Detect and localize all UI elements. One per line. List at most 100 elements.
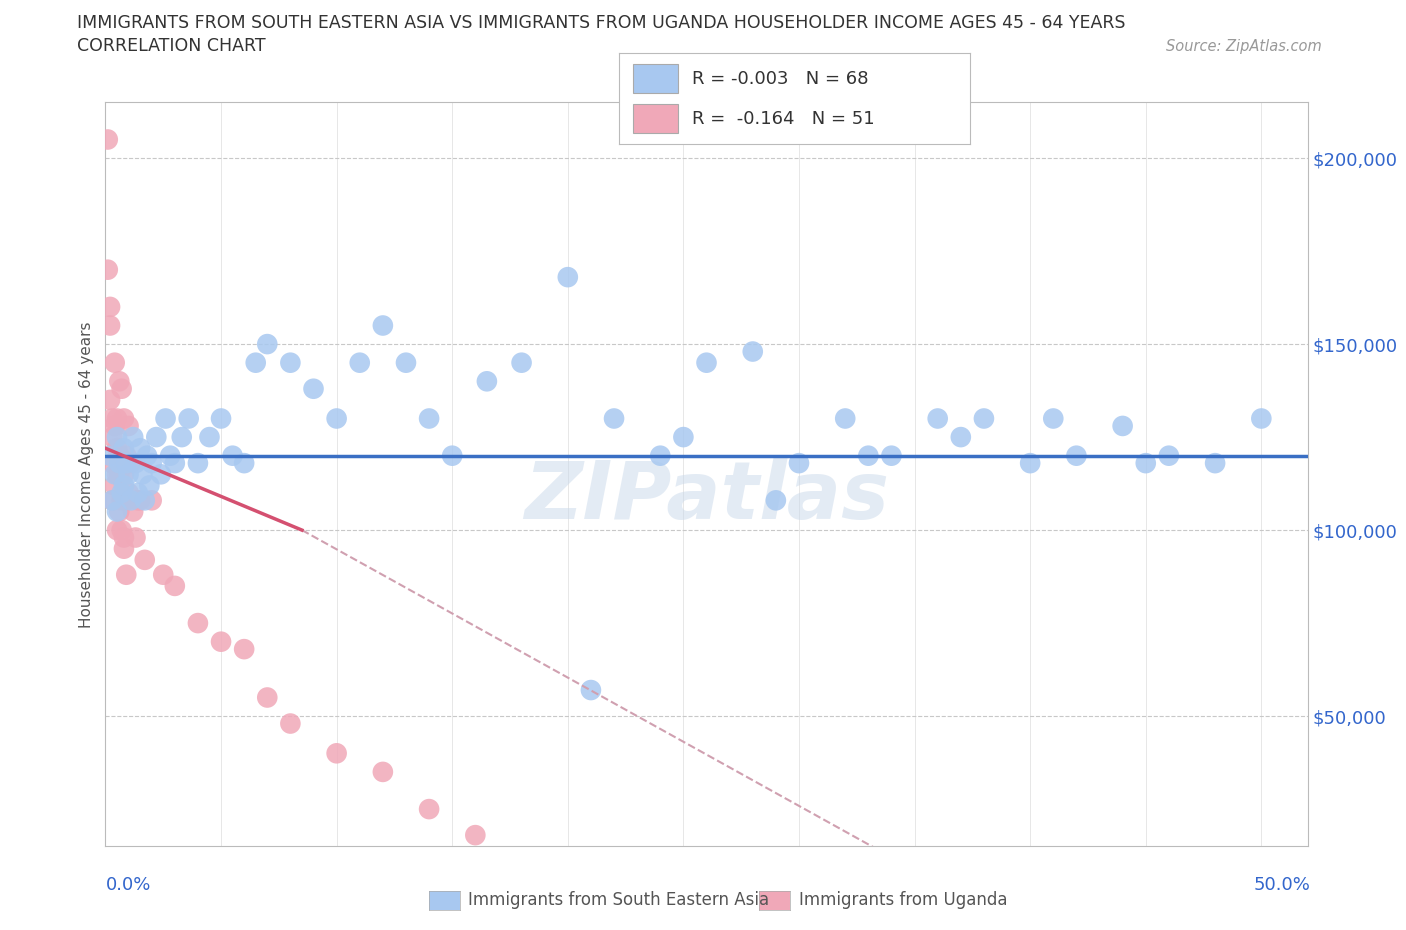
Point [101, 411, 124, 426]
Text: 0.0%: 0.0% [105, 876, 150, 895]
Point [108, 448, 131, 463]
Point [510, 355, 533, 370]
Point [127, 493, 149, 508]
Point [105, 430, 128, 445]
Point [101, 456, 124, 471]
Point [122, 430, 145, 445]
Point [101, 430, 124, 445]
Point [1042, 411, 1064, 426]
FancyBboxPatch shape [633, 104, 678, 133]
Text: Source: ZipAtlas.com: Source: ZipAtlas.com [1166, 39, 1322, 54]
Point [117, 418, 139, 433]
Point [115, 456, 138, 471]
Point [134, 552, 156, 567]
Point [233, 456, 256, 471]
Point [395, 355, 418, 370]
Point [108, 467, 131, 482]
Point [111, 485, 134, 500]
Point [124, 530, 146, 545]
Point [98, 448, 121, 463]
Point [880, 448, 903, 463]
Point [787, 456, 810, 471]
Point [198, 430, 221, 445]
Point [134, 493, 156, 508]
Point [104, 355, 127, 370]
Point [187, 616, 209, 631]
Point [104, 478, 127, 493]
Point [115, 448, 138, 463]
Point [97, 132, 120, 147]
Point [858, 448, 880, 463]
Point [741, 344, 763, 359]
Point [112, 441, 135, 456]
Text: Immigrants from Uganda: Immigrants from Uganda [799, 891, 1007, 910]
Point [256, 690, 278, 705]
Point [159, 448, 181, 463]
Point [1135, 456, 1157, 471]
Point [112, 530, 135, 545]
Point [280, 355, 302, 370]
Point [111, 493, 134, 508]
Point [221, 448, 243, 463]
Point [834, 411, 856, 426]
Point [115, 493, 138, 508]
Point [1019, 456, 1042, 471]
Point [124, 456, 146, 471]
Point [695, 355, 717, 370]
Point [104, 467, 127, 482]
Point [112, 478, 135, 493]
Point [464, 828, 486, 843]
Point [105, 467, 128, 482]
Point [672, 430, 695, 445]
Point [141, 456, 163, 471]
Point [1204, 456, 1226, 471]
Point [927, 411, 949, 426]
Point [245, 355, 267, 370]
Point [111, 523, 134, 538]
Point [949, 430, 972, 445]
Point [105, 441, 128, 456]
Point [152, 567, 174, 582]
Point [187, 456, 209, 471]
Point [145, 430, 167, 445]
Point [105, 523, 128, 538]
Point [120, 456, 142, 471]
Point [765, 493, 787, 508]
Point [127, 485, 149, 500]
Point [177, 411, 200, 426]
Point [105, 411, 128, 426]
Point [104, 418, 127, 433]
Point [112, 541, 135, 556]
FancyBboxPatch shape [633, 64, 678, 93]
Point [163, 456, 186, 471]
Point [105, 504, 128, 519]
Point [325, 411, 347, 426]
Point [1111, 418, 1133, 433]
Point [97, 262, 120, 277]
Point [475, 374, 498, 389]
Point [155, 411, 177, 426]
Point [209, 634, 232, 649]
Point [98, 299, 121, 314]
Point [325, 746, 347, 761]
Point [111, 381, 134, 396]
Point [149, 467, 172, 482]
Point [579, 683, 602, 698]
Point [129, 493, 152, 508]
Point [98, 392, 121, 407]
Point [141, 493, 163, 508]
Point [111, 456, 134, 471]
Point [136, 448, 159, 463]
Point [115, 567, 138, 582]
Point [129, 441, 152, 456]
Point [233, 642, 256, 657]
Point [98, 318, 121, 333]
Point [1066, 448, 1088, 463]
Text: R = -0.003   N = 68: R = -0.003 N = 68 [692, 70, 869, 87]
Point [557, 270, 579, 285]
Point [108, 374, 131, 389]
Text: R =  -0.164   N = 51: R = -0.164 N = 51 [692, 110, 875, 127]
Point [108, 456, 131, 471]
Point [256, 337, 278, 352]
Text: CORRELATION CHART: CORRELATION CHART [77, 37, 266, 55]
